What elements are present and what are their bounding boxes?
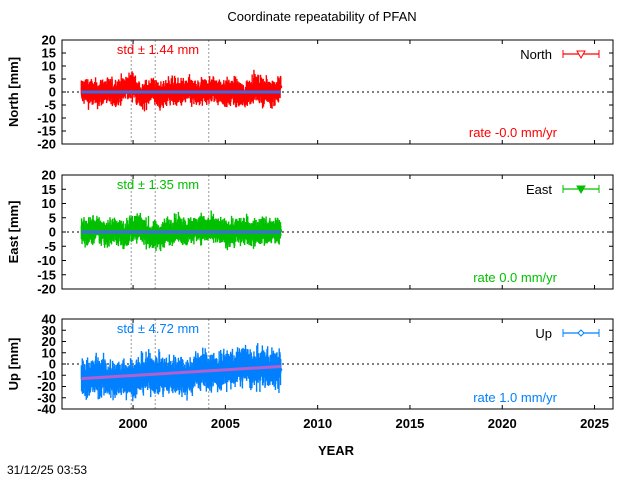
std-label: std ± 4.72 mm (117, 321, 199, 336)
std-label: std ± 1.35 mm (117, 177, 199, 192)
data-point (131, 378, 135, 382)
data-point (159, 233, 163, 237)
y-tick-label: 20 (42, 168, 56, 183)
y-tick-label: 10 (42, 59, 56, 74)
plot-frame (61, 318, 614, 410)
data-point (214, 87, 218, 91)
legend-label: North (520, 47, 552, 62)
data-point (205, 227, 209, 231)
data-point (242, 95, 246, 99)
trend-line (81, 364, 281, 381)
data-point (196, 93, 200, 97)
x-tick-label: 2005 (211, 416, 240, 431)
data-point (122, 233, 126, 237)
y-tick-label: -15 (37, 267, 56, 282)
data-point (168, 374, 172, 378)
timestamp: 31/12/25 03:53 (7, 463, 87, 477)
data-point (131, 82, 135, 86)
data-point (159, 95, 163, 99)
std-label: std ± 1.44 mm (117, 42, 199, 57)
y-tick-label: 0 (49, 225, 56, 240)
y-tick-label: 15 (42, 182, 56, 197)
data-point (131, 226, 135, 230)
y-tick-label: 0 (49, 357, 56, 372)
plot-frame (61, 174, 614, 290)
y-tick-label: -20 (37, 282, 56, 297)
x-tick-label: 2015 (395, 416, 424, 431)
data-point (242, 362, 246, 366)
y-tick-label: -5 (44, 239, 56, 254)
x-tick-label: 2025 (580, 416, 609, 431)
x-tick-label: 2010 (303, 416, 332, 431)
legend-label: Up (535, 326, 552, 341)
legend-label: East (526, 182, 552, 197)
y-tick-label: 5 (49, 210, 56, 225)
data-point (122, 87, 126, 91)
x-tick-label: 2020 (488, 416, 517, 431)
data-point (150, 234, 154, 238)
y-tick-label: -10 (37, 111, 56, 126)
y-tick-label: 10 (42, 196, 56, 211)
y-tick-label: 0 (49, 85, 56, 100)
y-tick-label: 30 (42, 323, 56, 338)
data-point (196, 226, 200, 230)
y-tick-label: 40 (42, 312, 56, 327)
y-axis-label: Up [mm] (6, 338, 21, 391)
y-axis-label: North [mm] (6, 57, 21, 127)
legend-marker-icon (576, 185, 586, 195)
data-point (279, 368, 283, 372)
x-axis-label: YEAR (318, 443, 355, 458)
x-tick-label: 2000 (119, 416, 148, 431)
y-tick-label: -20 (37, 137, 56, 152)
y-tick-label: -10 (37, 368, 56, 383)
chart-title: Coordinate repeatability of PFAN (227, 9, 416, 24)
data-point (140, 227, 144, 231)
y-tick-label: -30 (37, 390, 56, 405)
y-tick-label: -10 (37, 253, 56, 268)
y-tick-label: -40 (37, 402, 56, 417)
data-point (177, 227, 181, 231)
data-point (113, 379, 117, 383)
y-tick-label: -5 (44, 98, 56, 113)
data-point (150, 86, 154, 90)
plot-frame (61, 39, 614, 145)
data-point (94, 227, 98, 231)
y-tick-label: 20 (42, 33, 56, 48)
data-point (94, 373, 98, 377)
y-tick-label: 10 (42, 345, 56, 360)
data-point (251, 85, 255, 89)
y-axis-label: East [mm] (6, 201, 21, 264)
y-tick-label: -20 (37, 379, 56, 394)
rate-label: rate 1.0 mm/yr (473, 390, 557, 405)
data-point (168, 87, 172, 91)
y-tick-label: 20 (42, 334, 56, 349)
y-tick-label: -15 (37, 124, 56, 139)
data-point (279, 85, 283, 89)
y-tick-label: 5 (49, 72, 56, 87)
rate-label: rate 0.0 mm/yr (473, 270, 557, 285)
y-tick-label: 15 (42, 46, 56, 61)
data-point (251, 369, 255, 373)
data-point (140, 97, 144, 100)
rate-label: rate -0.0 mm/yr (469, 125, 558, 140)
data-point (186, 376, 190, 379)
legend-marker-icon (577, 329, 585, 337)
data-point (94, 93, 98, 97)
legend-marker-icon (576, 50, 586, 60)
